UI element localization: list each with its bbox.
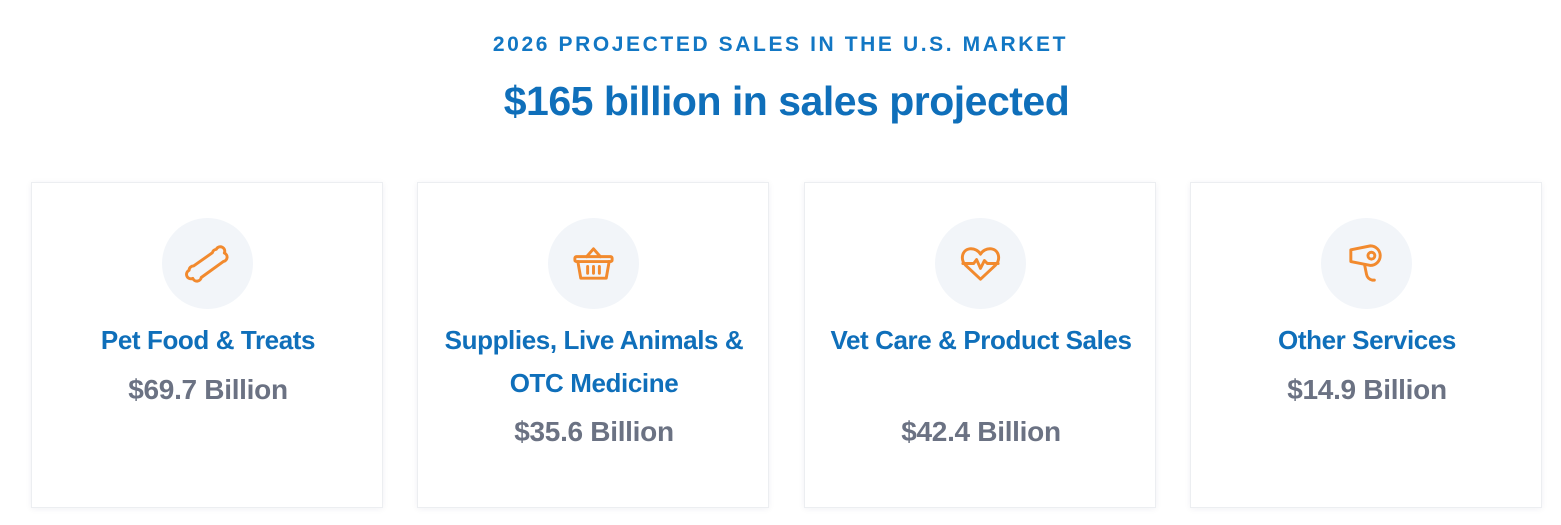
section-eyebrow: 2026 PROJECTED SALES IN THE U.S. MARKET [492, 33, 1069, 56]
card-value: $42.4 Billion [901, 416, 1061, 447]
sales-card-pet-food: Pet Food & Treats $69.7 Billion [31, 182, 383, 508]
icon-circle [162, 218, 253, 309]
icon-circle [1321, 218, 1412, 309]
card-value: $35.6 Billion [514, 416, 674, 447]
hair-dryer-icon [1349, 244, 1382, 282]
card-value: $69.7 Billion [128, 374, 288, 405]
card-title: Supplies, Live Animals & OTC Medicine [444, 325, 744, 398]
sales-card-supplies: Supplies, Live Animals & OTC Medicine $3… [417, 182, 769, 508]
page-headline: $165 billion in sales projected [503, 78, 1070, 124]
heart-pulse-icon [960, 247, 1001, 281]
sales-card-vet-care: Vet Care & Product Sales $42.4 Billion [804, 182, 1156, 508]
card-title: Pet Food & Treats [100, 325, 316, 355]
sales-card-other-services: Other Services $14.9 Billion [1190, 182, 1542, 508]
card-title: Vet Care & Product Sales [830, 325, 1132, 355]
bone-icon [185, 245, 229, 283]
icon-circle [548, 218, 639, 309]
card-title: Other Services [1278, 325, 1456, 355]
sales-card-grid: Pet Food & Treats $69.7 Billion Supplies… [31, 182, 1544, 509]
basket-icon [573, 247, 614, 280]
icon-circle [935, 218, 1026, 309]
card-value: $14.9 Billion [1287, 374, 1447, 405]
